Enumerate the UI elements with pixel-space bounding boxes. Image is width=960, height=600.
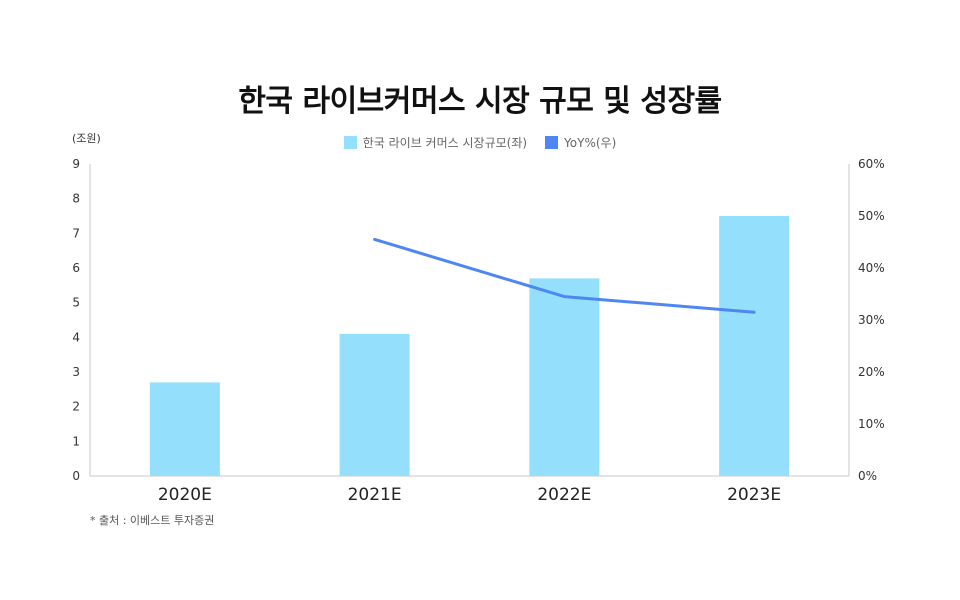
left-axis-tick-label: 3 xyxy=(72,365,80,379)
left-axis-tick-label: 8 xyxy=(72,192,80,206)
right-axis-tick-label: 10% xyxy=(858,417,885,431)
line-series xyxy=(373,237,756,314)
source-note: * 출처 : 이베스트 투자증권 xyxy=(90,514,215,527)
x-axis-tick-label: 2023E xyxy=(727,485,781,505)
legend-label-line: YoY%(우) xyxy=(564,136,617,150)
right-axis-tick-label: 0% xyxy=(858,469,877,483)
x-axis-tick-label: 2022E xyxy=(537,485,591,505)
left-axis-tick-label: 2 xyxy=(72,400,80,414)
legend-swatch-line xyxy=(545,136,559,149)
left-axis-tick-label: 1 xyxy=(72,434,80,448)
x-axis-tick-label: 2021E xyxy=(348,485,402,505)
x-axis-tick-label: 2020E xyxy=(158,485,212,505)
left-axis-tick-label: 7 xyxy=(72,226,80,240)
left-axis-tick-label: 4 xyxy=(72,330,80,344)
legend-swatch-bar xyxy=(343,136,357,149)
left-axis-unit-label: (조원) xyxy=(72,132,101,145)
right-axis-tick-label: 50% xyxy=(858,209,885,223)
bar xyxy=(339,333,410,476)
legend-item-bar: 한국 라이브 커머스 시장규모(좌) xyxy=(343,134,528,151)
legend-item-line: YoY%(우) xyxy=(545,134,616,151)
right-axis-tick-label: 20% xyxy=(858,365,885,379)
left-axis-tick-label: 0 xyxy=(72,469,80,483)
left-axis-tick-label: 5 xyxy=(72,296,80,310)
left-axis-tick-label: 9 xyxy=(72,157,80,171)
right-axis-tick-label: 40% xyxy=(858,261,885,275)
bar xyxy=(719,216,790,476)
legend: 한국 라이브 커머스 시장규모(좌) YoY%(우) xyxy=(0,134,960,151)
bar xyxy=(529,278,600,476)
chart-title: 한국 라이브커머스 시장 규모 및 성장률 xyxy=(238,84,722,119)
right-axis-tick-label: 60% xyxy=(858,157,885,171)
right-axis-tick-label: 30% xyxy=(858,313,885,327)
legend-label-bar: 한국 라이브 커머스 시장규모(좌) xyxy=(362,136,528,150)
left-axis-tick-label: 6 xyxy=(72,261,80,275)
bar xyxy=(149,382,220,476)
